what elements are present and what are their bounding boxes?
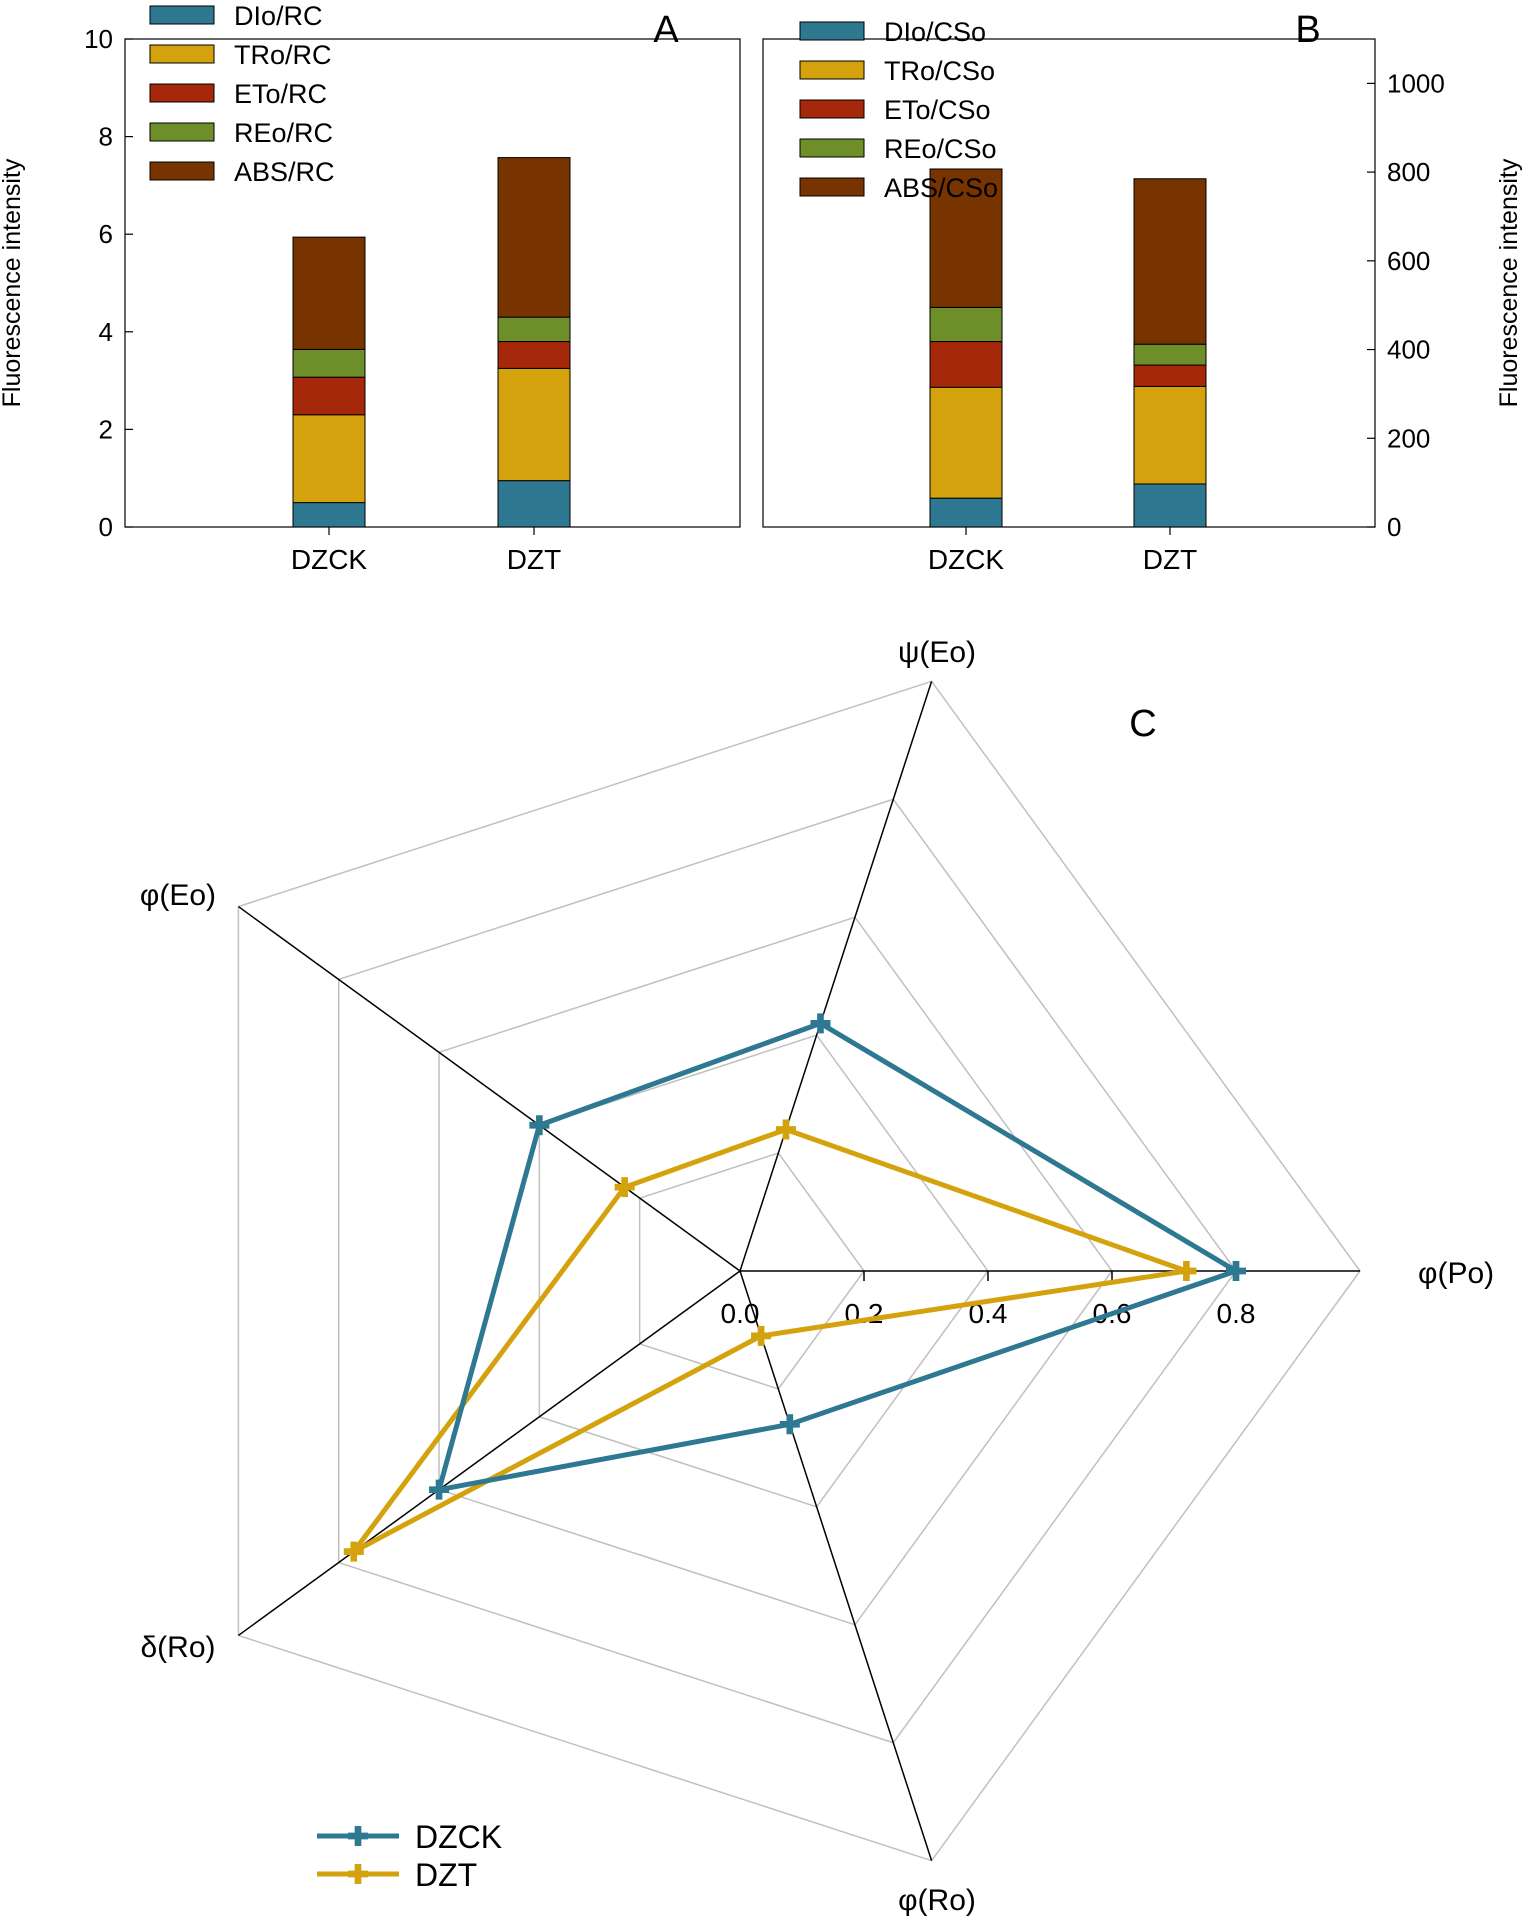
bar-segment bbox=[1133, 483, 1207, 528]
legend-label: ABS/RC bbox=[234, 157, 335, 187]
bar-segment bbox=[1133, 364, 1207, 387]
plot-frame bbox=[762, 38, 1376, 528]
panel-b-stacked-bar-chart: 0 200 400 600 800 1000 Fluorescence intensity B… bbox=[762, 9, 1523, 575]
y-tick-label: 8 bbox=[99, 122, 113, 152]
radar-data-point bbox=[429, 1479, 450, 1500]
radar-axis bbox=[739, 1270, 933, 1861]
y-tick-label: 200 bbox=[1387, 423, 1430, 453]
legend-swatch bbox=[149, 122, 215, 142]
radar-gridline bbox=[438, 916, 1113, 1626]
bar-segment bbox=[497, 480, 571, 528]
legend-swatch bbox=[149, 161, 215, 181]
category-label: DZCK bbox=[928, 544, 1005, 575]
radar-axis-label: φ(Eo) bbox=[140, 879, 216, 912]
radar-data-point bbox=[529, 1115, 550, 1136]
radar-series-line bbox=[351, 1126, 1189, 1555]
bar-segment bbox=[292, 348, 366, 378]
legend-swatch bbox=[799, 99, 865, 119]
radar-data-point bbox=[779, 1414, 800, 1435]
bar-segment bbox=[292, 502, 366, 528]
radar-tick-label: 0.8 bbox=[1217, 1298, 1256, 1329]
y-tick-label: 1000 bbox=[1387, 68, 1445, 98]
legend-swatch bbox=[799, 138, 865, 158]
radar-axis-label: φ(Po) bbox=[1418, 1257, 1494, 1290]
legend-marker bbox=[348, 1864, 368, 1884]
legend-swatch bbox=[799, 177, 865, 197]
plot-frame bbox=[124, 38, 741, 528]
bar-segment bbox=[929, 497, 1003, 528]
bar-segment bbox=[1133, 385, 1207, 485]
radar-gridline bbox=[638, 1152, 865, 1390]
bar-segment bbox=[1133, 343, 1207, 366]
y-tick-label: 400 bbox=[1387, 335, 1430, 365]
panel-a-stacked-bar-chart: 0 2 4 6 8 10 Fluorescence intensity A DZCK DZT DIo… bbox=[0, 1, 741, 575]
panel-letter: A bbox=[653, 9, 679, 51]
legend-swatch bbox=[799, 60, 865, 80]
radar-axis-label: δ(Ro) bbox=[140, 1631, 215, 1664]
legend-label: TRo/RC bbox=[234, 40, 332, 70]
radar-data-point bbox=[810, 1013, 831, 1034]
category-label: DZT bbox=[1143, 544, 1197, 575]
bar-segment bbox=[292, 236, 366, 350]
legend-swatch bbox=[149, 5, 215, 25]
bar-segment bbox=[497, 367, 571, 482]
radar-axis-label: φ(Ro) bbox=[898, 1884, 976, 1916]
y-axis-title: Fluorescence intensity bbox=[1495, 158, 1523, 407]
legend-swatch bbox=[799, 21, 865, 41]
radar-axis bbox=[739, 681, 933, 1272]
y-tick-label: 6 bbox=[99, 219, 113, 249]
legend-swatch bbox=[149, 44, 215, 64]
radar-series-line bbox=[436, 1020, 1239, 1493]
y-tick-label: 800 bbox=[1387, 157, 1430, 187]
legend-swatch bbox=[149, 83, 215, 103]
legend-label: ETo/CSo bbox=[884, 95, 991, 125]
bar-segment bbox=[497, 316, 571, 343]
legend-label: ETo/RC bbox=[234, 79, 327, 109]
radar-axis bbox=[237, 905, 741, 1272]
radar-gridline bbox=[237, 680, 1361, 1862]
y-tick-label: 4 bbox=[99, 317, 113, 347]
bar-segment bbox=[929, 168, 1003, 308]
legend-label: ABS/CSo bbox=[884, 173, 998, 203]
legend-label: DZCK bbox=[415, 1819, 502, 1855]
y-tick-label: 600 bbox=[1387, 246, 1430, 276]
legend-label: DIo/CSo bbox=[884, 17, 986, 47]
category-label: DZCK bbox=[291, 544, 368, 575]
legend-label: DIo/RC bbox=[234, 1, 323, 31]
bar-segment bbox=[497, 341, 571, 369]
y-axis-title: Fluorescence intensity bbox=[0, 158, 26, 407]
y-tick-label: 2 bbox=[99, 414, 113, 444]
bar-segment bbox=[292, 414, 366, 504]
legend-marker bbox=[348, 1826, 368, 1846]
radar-data-point bbox=[343, 1541, 364, 1562]
radar-gridline bbox=[538, 1034, 989, 1508]
y-tick-label: 10 bbox=[84, 24, 113, 54]
radar-data-point bbox=[1176, 1261, 1197, 1281]
radar-data-point bbox=[751, 1325, 772, 1346]
bar-segment bbox=[929, 341, 1003, 388]
y-tick-label: 0 bbox=[1387, 512, 1401, 542]
bar-segment bbox=[1133, 178, 1207, 345]
bar-segment bbox=[929, 386, 1003, 499]
radar-data-point bbox=[1226, 1261, 1246, 1281]
category-label: DZT bbox=[507, 544, 561, 575]
panel-letter: B bbox=[1295, 9, 1320, 51]
bar-segment bbox=[292, 376, 366, 416]
radar-data-point bbox=[775, 1119, 796, 1140]
legend-label: TRo/CSo bbox=[884, 56, 995, 86]
panel-c-radar-chart: C0.0 0.2 0.4 0.6 0.8φ(Po)ψ(Eo)φ(Eo)δ(Ro)φ(Ro… bbox=[140, 636, 1494, 1916]
legend-label: REo/CSo bbox=[884, 134, 997, 164]
legend-label: REo/RC bbox=[234, 118, 333, 148]
y-tick-label: 0 bbox=[99, 512, 113, 542]
radar-gridline bbox=[337, 798, 1237, 1744]
radar-axis bbox=[237, 1270, 741, 1637]
bar-segment bbox=[929, 306, 1003, 343]
radar-axis-label: ψ(Eo) bbox=[898, 636, 976, 669]
radar-tick-label: 0.0 bbox=[721, 1298, 760, 1329]
legend-label: DZT bbox=[415, 1857, 477, 1893]
bar-segment bbox=[497, 157, 571, 318]
radar-data-point bbox=[614, 1177, 635, 1198]
panel-letter: C bbox=[1129, 703, 1156, 745]
